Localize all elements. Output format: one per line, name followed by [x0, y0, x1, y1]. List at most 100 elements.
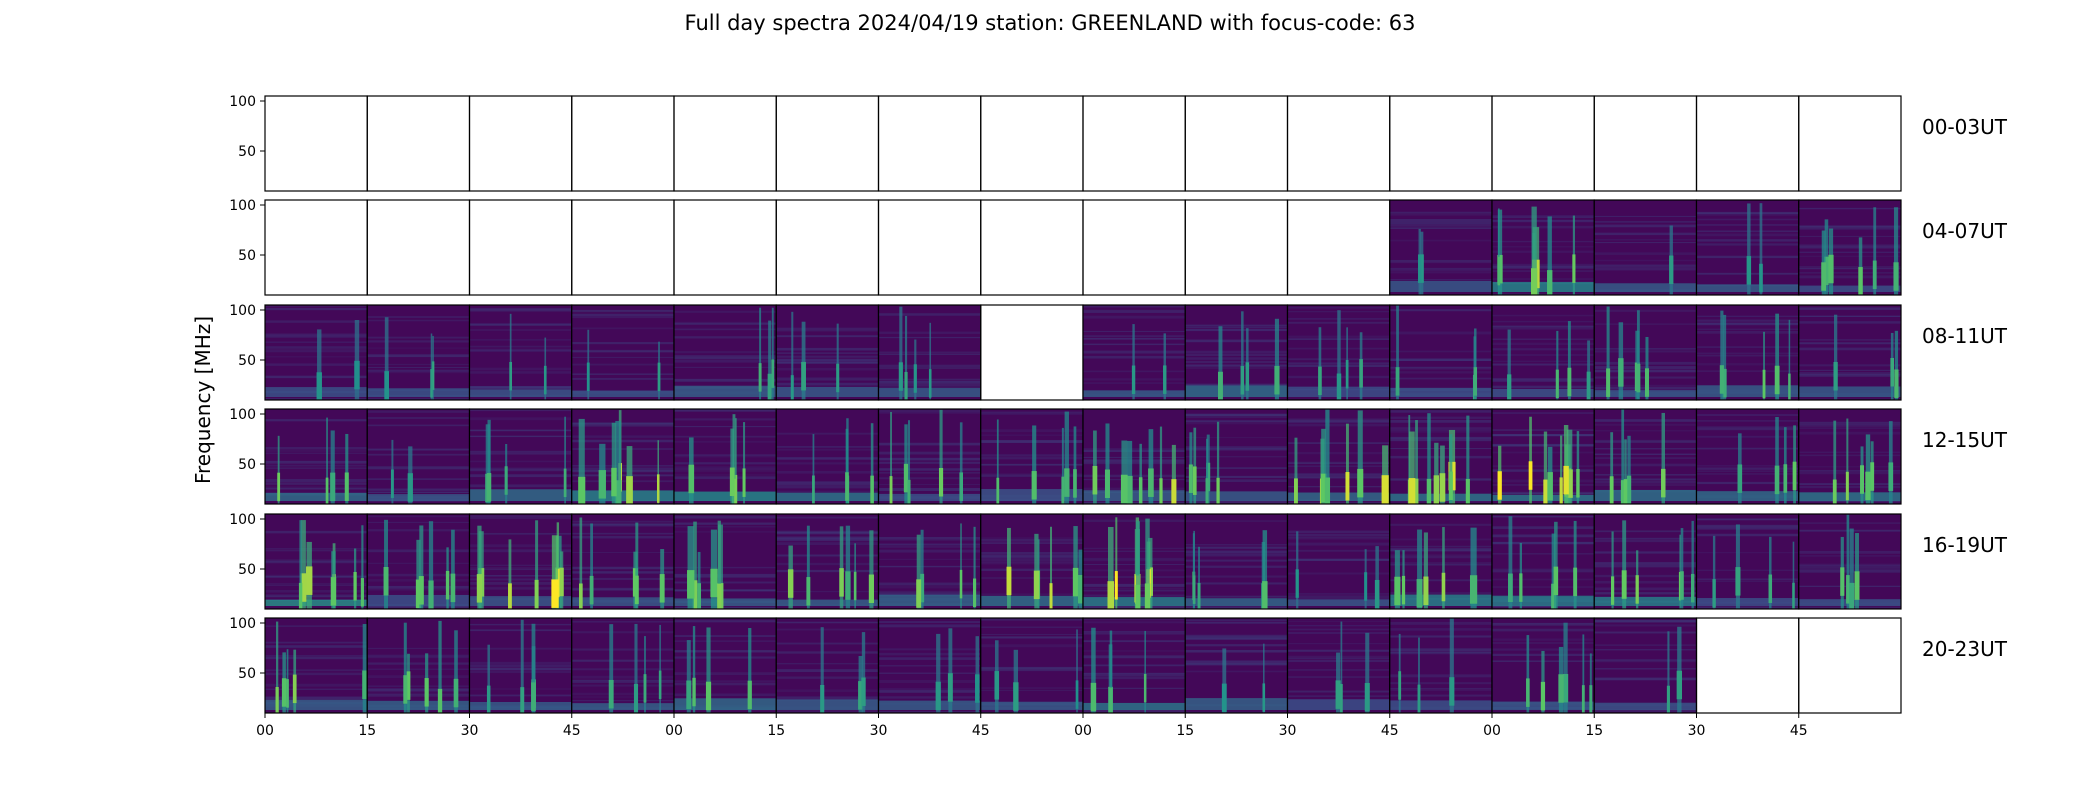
spectrum-band [1287, 465, 1390, 467]
spectrum-band [571, 696, 674, 698]
burst-tail [836, 363, 840, 393]
spectrum-band [878, 688, 981, 691]
spectrum-band [265, 363, 368, 366]
panel-08-11UT-7 [980, 304, 1084, 401]
panel-12-15UT-9 [1184, 408, 1289, 505]
burst-tail [1872, 260, 1877, 290]
spectrum-band [1798, 522, 1901, 524]
spectrum-band [776, 382, 879, 386]
burst-tail [330, 472, 336, 502]
radio-burst [801, 321, 806, 400]
radio-burst [1274, 318, 1280, 400]
radio-burst [1563, 622, 1568, 713]
spectrum-band [1287, 597, 1390, 600]
spectrum-band [265, 334, 368, 338]
spectrum-band [1389, 260, 1492, 264]
spectrum-band [674, 455, 777, 458]
burst-tail [1192, 575, 1196, 604]
radio-burst [1589, 653, 1592, 713]
panel-04-07UT-6 [877, 199, 982, 296]
spectrum-band [469, 623, 572, 626]
spectrum-band [878, 665, 981, 667]
burst-tail [428, 580, 434, 609]
radio-burst [403, 622, 407, 713]
spectrum-band [469, 667, 572, 670]
spectrum-band [571, 659, 674, 662]
spectrum-background [1798, 305, 1901, 400]
burst-tail [1865, 471, 1871, 501]
radio-burst [1567, 321, 1571, 400]
burst-tail [551, 579, 559, 608]
spectrum-band [1798, 423, 1901, 427]
panel-04-07UT-1 [366, 199, 471, 296]
spectrum-band [1185, 575, 1288, 578]
burst-tail [1293, 478, 1298, 504]
burst-tail [1828, 254, 1834, 284]
spectrum-band [1185, 634, 1288, 637]
burst-tail [1759, 263, 1763, 293]
burst-tail [1774, 365, 1780, 395]
spectrum-band [469, 532, 572, 535]
spectrum-band [265, 696, 368, 700]
spectrum-band [367, 478, 470, 480]
spectrum-band [1696, 481, 1799, 485]
spectrum-band [1389, 416, 1492, 419]
burst-tail [1762, 369, 1766, 399]
spectrum-band [1287, 442, 1390, 445]
radio-burst [1893, 207, 1899, 295]
spectrum-band [1798, 321, 1901, 324]
spectrum-band [265, 482, 368, 485]
spectrum-band [1083, 501, 1186, 504]
panel-frame [673, 95, 777, 192]
spectrum-band [1798, 466, 1901, 468]
spectrum-band [367, 453, 470, 456]
low-freq-band [980, 701, 1083, 710]
burst-tail [1245, 362, 1250, 391]
spectrum-band [1492, 451, 1595, 454]
panel-16-19UT-12 [1491, 513, 1595, 610]
spectrum-band [674, 515, 777, 518]
burst-tail [1618, 358, 1624, 387]
spectrum-band [1389, 562, 1492, 565]
spectrum-band [1696, 363, 1799, 366]
spectrum-band [367, 340, 470, 343]
low-freq-band [1185, 385, 1288, 397]
spectrum-band [571, 679, 674, 681]
radio-burst [1382, 445, 1389, 504]
spectrum-band [265, 465, 368, 467]
spectrum-band [1492, 642, 1595, 644]
panel-frame [366, 95, 471, 192]
radio-burst [686, 640, 691, 713]
spectrum-band [1492, 214, 1595, 218]
spectrum-band [1389, 309, 1492, 312]
panel-frame [775, 95, 880, 192]
spectrum-band [1594, 591, 1697, 594]
spectrum-band [878, 484, 981, 486]
panel-frame [1798, 513, 1902, 610]
burst-tail [1528, 461, 1533, 490]
panel-08-11UT-14 [1695, 304, 1800, 401]
spectrum-band [878, 451, 981, 455]
spectrum-band [878, 313, 981, 316]
spectrum-band [980, 668, 1083, 672]
burst-tail [947, 673, 953, 702]
panel-08-11UT-5 [775, 304, 880, 401]
burst-tail [916, 579, 922, 608]
spectrum-band [1798, 427, 1901, 429]
radio-burst [1526, 635, 1530, 713]
burst-tail [384, 371, 390, 400]
spectrum-band [367, 371, 470, 374]
spectrum-band [878, 412, 981, 414]
spectrum-band [980, 537, 1083, 539]
spectrum-band [265, 646, 368, 648]
spectrum-band [878, 621, 981, 623]
burst-tail [330, 577, 337, 606]
burst-tail [543, 365, 547, 395]
panel-04-07UT-5 [775, 199, 880, 296]
row-label: 12-15UT [1922, 428, 2008, 452]
radio-burst [1775, 417, 1779, 504]
radio-burst [959, 422, 963, 504]
burst-tail [354, 360, 360, 390]
row-label: 20-23UT [1922, 637, 2008, 661]
spectrum-band [1083, 487, 1186, 491]
